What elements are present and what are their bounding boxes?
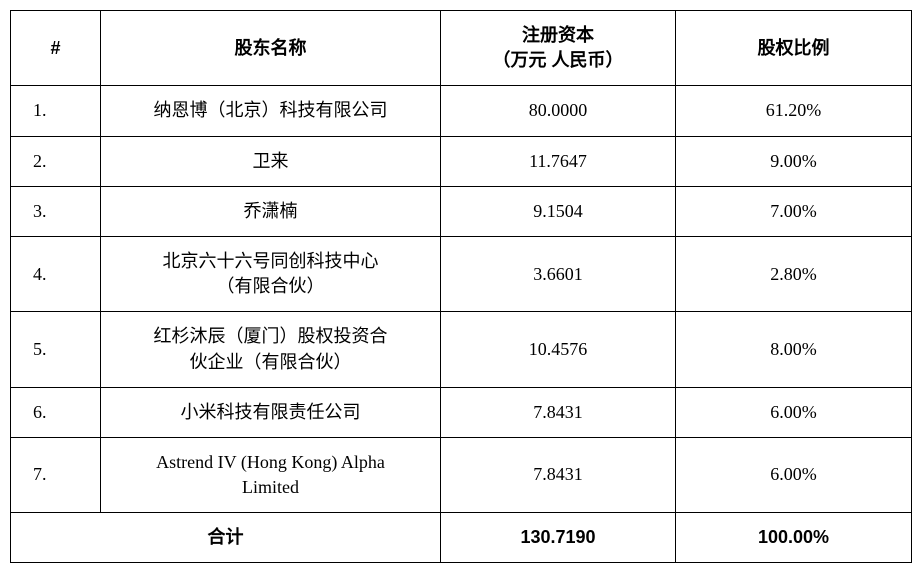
header-capital: 注册资本（万元 人民币）: [441, 11, 676, 86]
cell-ratio: 7.00%: [676, 186, 912, 236]
cell-name: 小米科技有限责任公司: [101, 387, 441, 437]
shareholder-table: # 股东名称 注册资本（万元 人民币） 股权比例 1.纳恩博（北京）科技有限公司…: [10, 10, 912, 563]
table-body: 1.纳恩博（北京）科技有限公司80.000061.20%2.卫来11.76479…: [11, 86, 912, 513]
table-footer: 合计 130.7190 100.00%: [11, 513, 912, 563]
table-row: 2.卫来11.76479.00%: [11, 136, 912, 186]
cell-capital: 80.0000: [441, 86, 676, 136]
table-row: 4.北京六十六号同创科技中心（有限合伙）3.66012.80%: [11, 236, 912, 311]
footer-row: 合计 130.7190 100.00%: [11, 513, 912, 563]
cell-name: Astrend IV (Hong Kong) AlphaLimited: [101, 437, 441, 512]
cell-idx: 7.: [11, 437, 101, 512]
cell-capital: 7.8431: [441, 437, 676, 512]
cell-idx: 5.: [11, 312, 101, 387]
table-row: 7.Astrend IV (Hong Kong) AlphaLimited7.8…: [11, 437, 912, 512]
header-idx: #: [11, 11, 101, 86]
cell-ratio: 2.80%: [676, 236, 912, 311]
cell-idx: 2.: [11, 136, 101, 186]
cell-capital: 9.1504: [441, 186, 676, 236]
table-row: 3.乔潇楠9.15047.00%: [11, 186, 912, 236]
table-row: 6.小米科技有限责任公司7.84316.00%: [11, 387, 912, 437]
cell-ratio: 9.00%: [676, 136, 912, 186]
cell-idx: 1.: [11, 86, 101, 136]
table-row: 1.纳恩博（北京）科技有限公司80.000061.20%: [11, 86, 912, 136]
cell-name: 乔潇楠: [101, 186, 441, 236]
header-name: 股东名称: [101, 11, 441, 86]
header-row: # 股东名称 注册资本（万元 人民币） 股权比例: [11, 11, 912, 86]
footer-ratio: 100.00%: [676, 513, 912, 563]
cell-name: 卫来: [101, 136, 441, 186]
table-row: 5.红杉沐辰（厦门）股权投资合伙企业（有限合伙）10.45768.00%: [11, 312, 912, 387]
cell-idx: 4.: [11, 236, 101, 311]
footer-capital: 130.7190: [441, 513, 676, 563]
cell-idx: 3.: [11, 186, 101, 236]
cell-ratio: 6.00%: [676, 437, 912, 512]
table-header: # 股东名称 注册资本（万元 人民币） 股权比例: [11, 11, 912, 86]
cell-name: 北京六十六号同创科技中心（有限合伙）: [101, 236, 441, 311]
cell-capital: 11.7647: [441, 136, 676, 186]
footer-label: 合计: [11, 513, 441, 563]
cell-capital: 7.8431: [441, 387, 676, 437]
cell-ratio: 6.00%: [676, 387, 912, 437]
header-ratio: 股权比例: [676, 11, 912, 86]
cell-capital: 10.4576: [441, 312, 676, 387]
cell-name: 红杉沐辰（厦门）股权投资合伙企业（有限合伙）: [101, 312, 441, 387]
cell-capital: 3.6601: [441, 236, 676, 311]
cell-name: 纳恩博（北京）科技有限公司: [101, 86, 441, 136]
cell-ratio: 8.00%: [676, 312, 912, 387]
cell-ratio: 61.20%: [676, 86, 912, 136]
cell-idx: 6.: [11, 387, 101, 437]
